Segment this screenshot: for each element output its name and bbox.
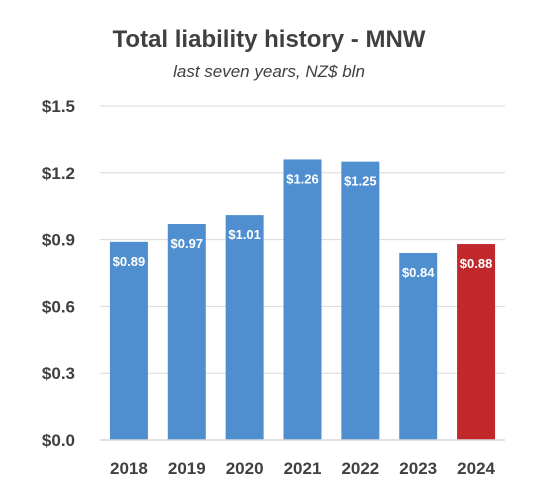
data-label-2022: $1.25 — [344, 174, 377, 189]
bar-2019 — [167, 224, 206, 440]
x-tick-label-2023: 2023 — [399, 459, 437, 478]
data-label-2023: $0.84 — [402, 265, 435, 280]
x-tick-label-2024: 2024 — [457, 459, 495, 478]
data-label-2021: $1.26 — [286, 171, 319, 186]
y-tick-label: $0.6 — [42, 297, 75, 316]
data-label-2019: $0.97 — [171, 236, 204, 251]
bar-2021 — [283, 159, 322, 440]
x-tick-label-2019: 2019 — [168, 459, 206, 478]
x-tick-label-2018: 2018 — [110, 459, 148, 478]
y-tick-label: $0.0 — [42, 431, 75, 450]
y-tick-label: $1.5 — [42, 97, 75, 116]
bar-2018 — [109, 241, 148, 440]
bar-2023 — [399, 252, 438, 440]
y-tick-label: $1.2 — [42, 164, 75, 183]
x-tick-label-2021: 2021 — [284, 459, 322, 478]
chart-title: Total liability history - MNW — [112, 26, 426, 53]
x-tick-label-2020: 2020 — [226, 459, 264, 478]
x-tick-label-2022: 2022 — [341, 459, 379, 478]
data-label-2024: $0.88 — [460, 256, 493, 271]
chart-subtitle: last seven years, NZ$ bln — [173, 62, 365, 81]
y-tick-label: $0.9 — [42, 231, 75, 250]
bar-2020 — [225, 215, 264, 440]
data-label-2020: $1.01 — [228, 227, 261, 242]
y-tick-label: $0.3 — [42, 364, 75, 383]
data-label-2018: $0.89 — [113, 254, 146, 269]
bar-2022 — [341, 161, 380, 440]
bar-2024 — [457, 244, 496, 440]
